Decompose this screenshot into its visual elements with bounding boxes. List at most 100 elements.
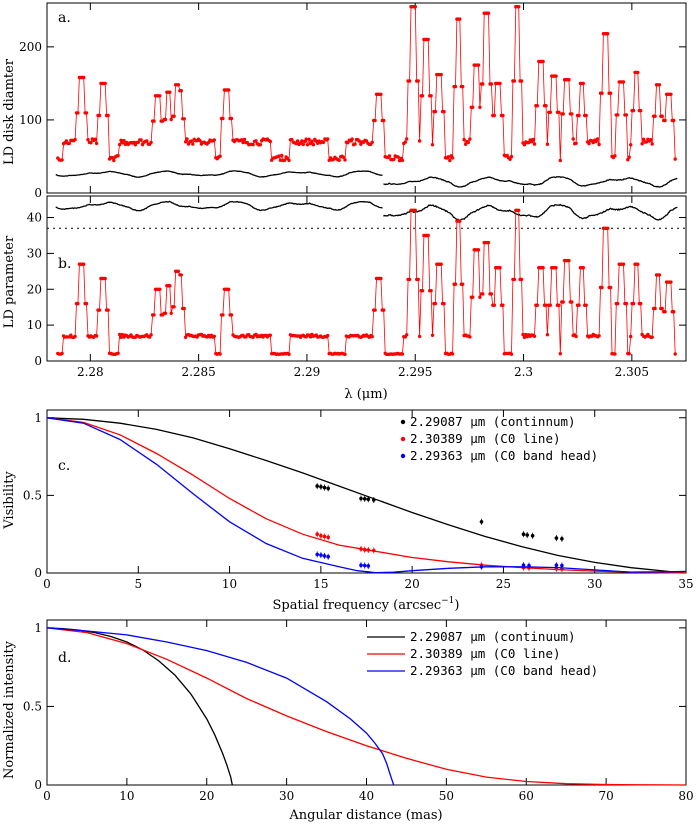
panel-b-data-point	[268, 333, 272, 337]
panel-a-data-point	[176, 83, 181, 87]
panel-d-xtick-label: 0	[43, 789, 51, 803]
panel-a-data-point	[407, 79, 412, 83]
panel-a-data-point	[509, 154, 514, 159]
panel-c-ytick-label: 0	[34, 566, 42, 580]
panel-b-data-point	[481, 292, 485, 296]
panel-a-ytick-label: 100	[19, 113, 42, 127]
panel-b-data-point	[574, 334, 578, 339]
panel-a-data-point	[644, 140, 649, 144]
panel-c-xtick-label: 20	[405, 577, 420, 591]
panel-b-xtick-label: 2.3	[514, 365, 533, 379]
panel-b-data-point	[420, 289, 425, 293]
panel-a-data-point	[527, 140, 531, 145]
panel-a-data-point	[501, 113, 505, 118]
panel-a-data-point	[198, 139, 202, 143]
panel-a-data-point	[182, 117, 186, 121]
panel-a-data-point	[94, 141, 99, 146]
panel-b-data-point	[522, 335, 527, 340]
panel-a-data-point	[400, 158, 405, 163]
panel-a-ylabel: LD disk diamter	[2, 58, 17, 165]
panel-c-visibility: 0 5 10 15 20 25 30 35 0 0.5 1 2.29087 μm (continnu…	[2, 409, 694, 613]
panel-a-data-point	[152, 119, 156, 123]
panel-a-data-point	[640, 142, 644, 146]
panel-b-data-point	[616, 301, 620, 306]
panel-a-data-point	[532, 142, 537, 146]
panel-a-data-point	[450, 156, 455, 160]
panel-b-data-point	[149, 333, 153, 337]
panel-d-normalized-intensity: 0 10 20 30 40 50 60 70 80 0 0.5 1 2.29087 μm (conti…	[2, 619, 694, 823]
panel-b-data-point	[597, 334, 601, 338]
panel-b-data-point	[379, 276, 383, 281]
panel-a-data-point	[304, 137, 308, 141]
panel-a-data-point	[268, 139, 272, 144]
panel-b-data-point	[120, 332, 125, 337]
panel-b-ytick-label: 30	[27, 246, 42, 260]
panel-c-ytick-label: 0.5	[23, 488, 42, 502]
panel-b-data-point	[669, 280, 673, 284]
panel-a-data-point	[189, 139, 193, 143]
panel-b-data-point	[433, 301, 438, 306]
panel-a-data-point	[545, 142, 550, 146]
panel-d-xtick-label: 70	[598, 789, 613, 803]
panel-d-ytick-label: 0.5	[23, 699, 42, 713]
panel-a-data-point	[669, 92, 673, 97]
panel-b-data-point	[492, 303, 496, 307]
panel-a-data-point	[639, 108, 643, 113]
panel-b-data-point	[476, 248, 481, 252]
panel-a-data-point	[382, 118, 386, 123]
panel-a-data-point	[486, 11, 491, 15]
panel-a-data-point	[641, 137, 646, 141]
panel-a-data-point	[277, 154, 281, 158]
panel-d-legend-label-blue: 2.29363 μm (C0 band head)	[410, 663, 598, 678]
panel-a-data-point	[657, 83, 662, 87]
panel-a-plot-area	[55, 5, 678, 188]
panel-b-data-point	[521, 332, 525, 337]
panel-a-data-point	[353, 142, 357, 146]
panel-c-ytick-label: 1	[34, 411, 42, 425]
panel-a-tag: a.	[58, 10, 71, 26]
panel-b-data-point	[212, 334, 216, 338]
panel-d-xtick-label: 60	[519, 789, 534, 803]
panel-d-legend-label-red: 2.30389 μm (C0 line)	[410, 646, 561, 661]
panel-b-data-point	[450, 352, 455, 356]
panel-b-data-point	[430, 333, 435, 337]
panel-d-xtick-label: 50	[439, 789, 454, 803]
panel-a-frame	[46, 2, 687, 194]
panel-d-ytick-label: 1	[34, 621, 42, 635]
panel-a-data-point	[346, 141, 350, 145]
panel-b-ylabel: LD parameter	[2, 235, 17, 328]
panel-d-curve-red	[46, 627, 687, 786]
panel-a-data-point	[212, 138, 216, 142]
panel-c-xtick-label: 25	[496, 577, 511, 591]
panel-b-data-point	[489, 292, 494, 296]
panel-b-data-point	[453, 282, 458, 286]
panel-a-data-point	[663, 118, 667, 123]
panel-d-ytick-label: 0	[34, 778, 42, 792]
panel-a-data-point	[73, 137, 77, 142]
panel-b-data-point	[512, 277, 517, 282]
panel-a-ld-disk-diameter: 0 100 200 a. LD disk diamter	[2, 2, 687, 200]
panel-a-data-point	[613, 154, 617, 158]
panel-a-data-point	[103, 81, 107, 86]
panel-a-data-point	[413, 5, 417, 9]
panel-b-data-point	[501, 303, 505, 307]
panel-c-legend: 2.29087 μm (continnum) 2.30389 μm (C0 lin…	[400, 414, 598, 463]
panel-a-data-point	[122, 138, 126, 143]
panel-a-data-point	[278, 158, 283, 162]
panel-b-data-point	[548, 303, 552, 307]
panel-a-data-point	[429, 94, 433, 98]
panel-b-data-point	[657, 273, 662, 277]
panel-a-data-point	[616, 113, 620, 117]
panel-b-data-point	[429, 289, 433, 293]
panel-a-data-point	[462, 137, 466, 142]
panel-b-data-point	[168, 284, 172, 288]
panel-b-ytick-label: 20	[27, 282, 42, 296]
panel-c-legend-swatch-red	[400, 436, 406, 442]
panel-b-data-point	[117, 332, 122, 337]
panel-a-data-point	[242, 137, 247, 142]
panel-a-data-point	[468, 137, 472, 141]
panel-b-data-point	[221, 313, 225, 317]
panel-a-data-point	[673, 157, 677, 161]
panel-b-xlabel: λ (μm)	[344, 387, 387, 402]
panel-a-data-point	[660, 114, 664, 118]
